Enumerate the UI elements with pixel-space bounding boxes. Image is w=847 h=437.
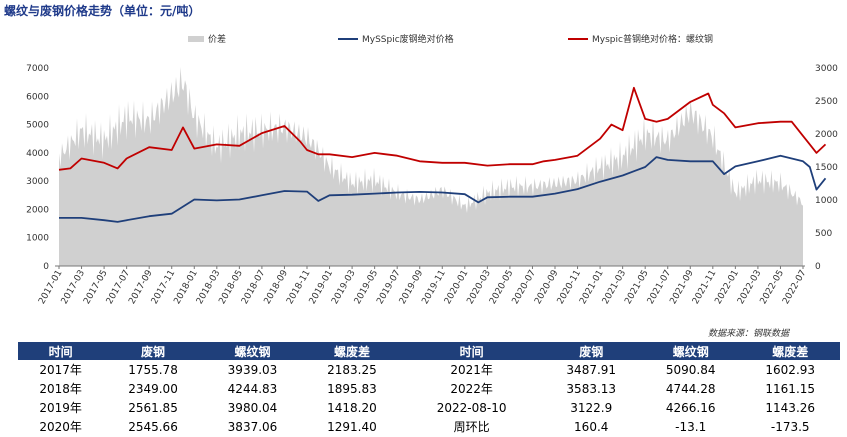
table-row: 2017年 1755.78 3939.03 2183.25 2021年 3487.91 50… bbox=[18, 360, 840, 379]
table-cell: 2020年 bbox=[39, 420, 82, 434]
table-cell: 2018年 bbox=[39, 382, 82, 396]
table-cell: 1143.26 bbox=[765, 400, 816, 415]
legend: 价差 MySSpic废钢绝对价格 Myspic普钢绝对价格：螺纹钢 bbox=[188, 33, 713, 45]
table-header-cell: 废钢 bbox=[541, 342, 641, 360]
table-header-cell: 螺纹钢 bbox=[640, 342, 741, 360]
right-tick-label: 0 bbox=[815, 262, 821, 272]
legend-swatch-spread bbox=[188, 36, 204, 42]
table-cell: 2017年 bbox=[39, 363, 82, 377]
left-tick-label: 4000 bbox=[26, 149, 49, 159]
table-cell: 3980.04 bbox=[227, 400, 278, 415]
table-header-cell: 时间 bbox=[401, 342, 542, 360]
table-row: 2018年 2349.00 4244.83 1895.83 2022年 3583.13 47… bbox=[18, 379, 840, 398]
table-cell: 5090.84 bbox=[665, 362, 716, 377]
right-tick-label: 1500 bbox=[815, 163, 838, 173]
table-cell: 3939.03 bbox=[227, 362, 278, 377]
table-cell: 2021年 bbox=[450, 363, 493, 377]
table-header-cell: 螺废差 bbox=[302, 342, 402, 360]
table-cell: 1895.83 bbox=[327, 381, 377, 396]
table-cell: 3122.9 bbox=[570, 400, 613, 415]
table-cell: 1755.78 bbox=[128, 362, 178, 377]
left-tick-label: 5000 bbox=[26, 121, 49, 131]
left-tick-label: 1000 bbox=[26, 234, 49, 244]
table-cell: 4244.83 bbox=[227, 381, 278, 396]
left-tick-label: 0 bbox=[43, 262, 49, 272]
series-lines-layer bbox=[58, 86, 827, 223]
table-header-cell: 时间 bbox=[18, 342, 104, 360]
table-cell: 1161.15 bbox=[765, 381, 816, 396]
table-header-cell: 螺废差 bbox=[740, 342, 840, 360]
table-cell: 2349.00 bbox=[128, 381, 178, 396]
table-cell: 周环比 bbox=[453, 420, 490, 434]
spread-area bbox=[59, 67, 803, 266]
left-tick-label: 3000 bbox=[26, 177, 49, 187]
table-cell: 2022年 bbox=[450, 382, 493, 396]
left-tick-label: 2000 bbox=[26, 205, 49, 215]
table-cell: 1418.20 bbox=[327, 400, 377, 415]
table-cell: 160.4 bbox=[574, 419, 609, 434]
table-cell: 4266.16 bbox=[665, 400, 716, 415]
series-line-rebar bbox=[58, 86, 827, 171]
table-cell: 2019年 bbox=[39, 401, 82, 415]
spread-area-layer bbox=[59, 67, 803, 266]
table-cell: 1602.93 bbox=[765, 362, 816, 377]
right-tick-label: 2500 bbox=[815, 97, 838, 107]
left-tick-label: 7000 bbox=[26, 64, 49, 74]
legend-label: MySSpic废钢绝对价格 bbox=[362, 33, 454, 45]
table-header-cell: 螺纹钢 bbox=[202, 342, 303, 360]
table-row: 2019年 2561.85 3980.04 1418.20 2022-08-10 3122… bbox=[18, 398, 840, 417]
table-cell: 1291.40 bbox=[327, 419, 377, 434]
right-tick-label: 500 bbox=[815, 229, 832, 239]
right-tick-label: 1000 bbox=[815, 196, 838, 206]
data-source-note: 数据来源：钢联数据 bbox=[707, 329, 789, 339]
table-row: 2020年 2545.66 3837.06 1291.40 周环比 160.4 -13.1 -… bbox=[18, 417, 840, 436]
table-body: 2017年 1755.78 3939.03 2183.25 2021年 3487.91 50… bbox=[18, 360, 840, 436]
table-cell: 2561.85 bbox=[128, 400, 178, 415]
chart-title: 螺纹与废钢价格走势（单位：元/吨） bbox=[4, 4, 201, 18]
legend-label: Myspic普钢绝对价格：螺纹钢 bbox=[592, 33, 713, 45]
table-cell: -173.5 bbox=[770, 419, 810, 434]
table-cell: 2183.25 bbox=[327, 362, 377, 377]
legend-label: 价差 bbox=[208, 33, 226, 45]
table-cell: 3837.06 bbox=[227, 419, 278, 434]
table-cell: -13.1 bbox=[675, 419, 707, 434]
table-cell: 2022-08-10 bbox=[436, 400, 507, 415]
table-header-row: 时间 废钢 螺纹钢 螺废差 时间 废钢 螺纹钢 螺废差 bbox=[18, 342, 840, 360]
table-cell: 4744.28 bbox=[665, 381, 716, 396]
table-cell: 3487.91 bbox=[566, 362, 617, 377]
right-tick-label: 2000 bbox=[815, 130, 838, 140]
table-header-cell: 废钢 bbox=[103, 342, 203, 360]
right-tick-label: 3000 bbox=[815, 64, 838, 74]
table-cell: 3583.13 bbox=[566, 381, 617, 396]
price-chart: 价差 MySSpic废钢绝对价格 Myspic普钢绝对价格：螺纹钢 0 1000 200… bbox=[26, 33, 838, 306]
left-tick-label: 6000 bbox=[26, 92, 49, 102]
series-line-scrap bbox=[59, 154, 827, 223]
table-cell: 2545.66 bbox=[128, 419, 178, 434]
price-summary-table: 时间 废钢 螺纹钢 螺废差 时间 废钢 螺纹钢 螺废差 2017年 1755.78 3939.03… bbox=[18, 342, 840, 436]
